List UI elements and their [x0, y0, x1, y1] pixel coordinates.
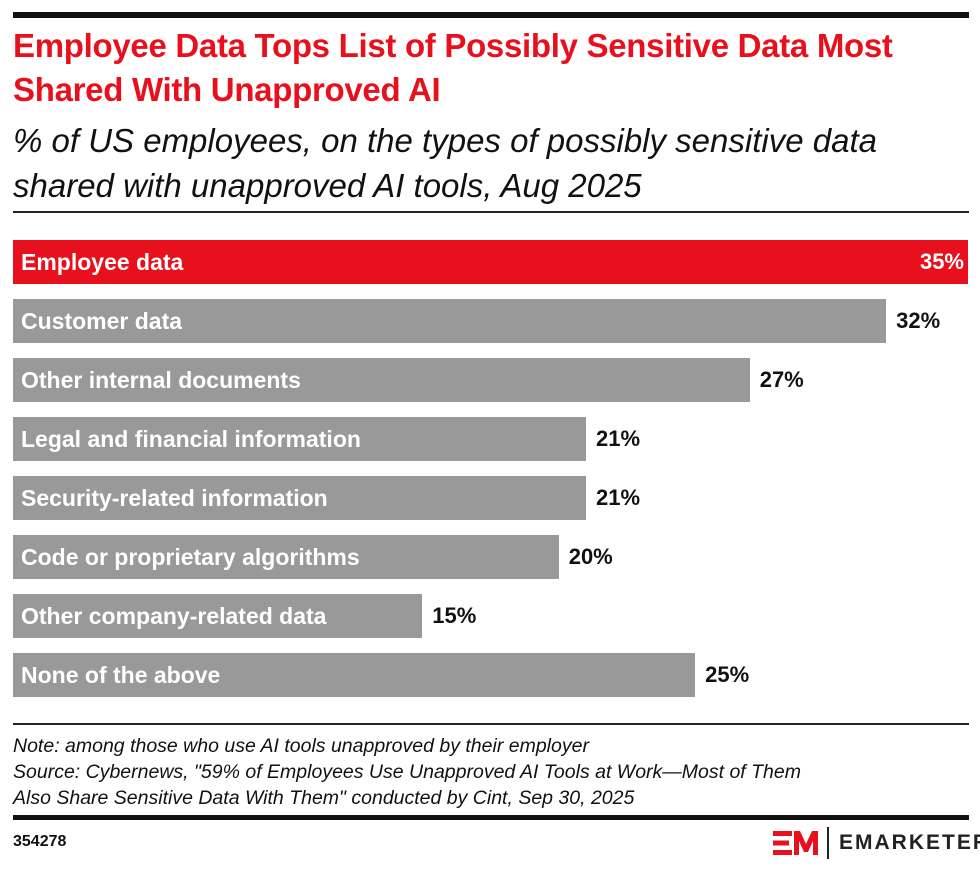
- bar-value-label: 15%: [432, 603, 477, 628]
- emarketer-logo: EMARKETER: [773, 826, 980, 860]
- bar-value-label: 25%: [705, 662, 750, 687]
- bar-category-label: Security-related information: [21, 485, 328, 511]
- bar: Security-related information: [13, 476, 586, 520]
- source-text-2: Also Share Sensitive Data With Them" con…: [13, 787, 635, 809]
- header-divider: [13, 211, 969, 213]
- bar-value-label: 27%: [759, 367, 804, 392]
- note-text: Note: among those who use AI tools unapp…: [13, 735, 589, 757]
- bar: Other company-related data: [13, 594, 423, 638]
- bar-category-label: Code or proprietary algorithms: [21, 544, 360, 570]
- logo-wordmark: EMARKETER: [839, 831, 980, 854]
- bar: Legal and financial information: [13, 417, 586, 461]
- bar-value-label: 32%: [896, 308, 941, 333]
- source-text-1: Source: Cybernews, "59% of Employees Use…: [13, 761, 801, 783]
- bar-value-label: 35%: [919, 249, 964, 274]
- bar: Customer data: [13, 299, 887, 343]
- bar-category-label: Customer data: [21, 308, 183, 334]
- notes: Note: among those who use AI tools unapp…: [13, 733, 801, 811]
- bar-value-label: 21%: [596, 485, 641, 510]
- bar-value-label: 20%: [568, 544, 613, 569]
- logo-separator: [827, 827, 829, 859]
- chart-subtitle: % of US employees, on the types of possi…: [13, 122, 877, 204]
- chart-title: Employee Data Tops List of Possibly Sens…: [13, 27, 893, 108]
- bar-value-label: 21%: [596, 426, 641, 451]
- chart-id: 354278: [13, 833, 67, 850]
- bar-category-label: None of the above: [21, 662, 221, 688]
- bar: Employee data: [13, 240, 968, 284]
- bar: Code or proprietary algorithms: [13, 535, 559, 579]
- bar-category-label: Other company-related data: [21, 603, 327, 629]
- footer-divider: [13, 723, 969, 725]
- bottom-rule: [13, 815, 969, 820]
- bar: None of the above: [13, 653, 696, 697]
- bar-category-label: Employee data: [21, 249, 184, 275]
- bar-category-label: Legal and financial information: [21, 426, 361, 452]
- bar-category-label: Other internal documents: [21, 367, 301, 393]
- bar: Other internal documents: [13, 358, 750, 402]
- em-logo-mark-icon: [773, 831, 818, 855]
- top-rule: [13, 12, 969, 18]
